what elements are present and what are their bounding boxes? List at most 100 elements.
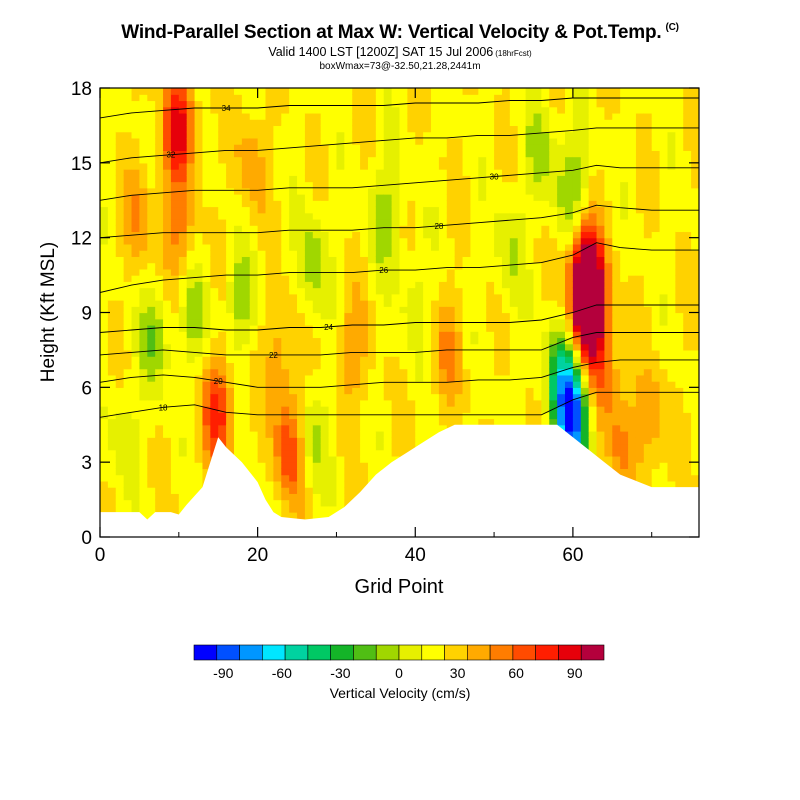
w-cell — [462, 287, 472, 295]
w-cell — [115, 175, 125, 183]
w-cell — [415, 150, 424, 158]
w-cell — [375, 106, 385, 114]
w-cell — [328, 218, 338, 226]
w-cell — [202, 225, 211, 233]
w-cell — [218, 225, 227, 233]
w-cell — [139, 505, 148, 513]
w-cell — [163, 275, 172, 282]
w-cell — [139, 206, 148, 214]
w-cell — [549, 206, 558, 214]
w-cell — [478, 137, 487, 145]
w-cell — [194, 293, 204, 301]
w-cell — [249, 455, 259, 463]
w-cell — [494, 306, 503, 314]
w-cell — [123, 474, 133, 482]
w-cell — [352, 300, 361, 307]
w-cell — [596, 281, 606, 289]
w-cell — [572, 194, 582, 201]
w-cell — [178, 406, 188, 413]
w-cell — [525, 393, 535, 401]
w-cell — [218, 275, 227, 282]
w-cell — [628, 399, 637, 407]
w-cell — [588, 356, 598, 363]
w-cell — [186, 412, 196, 420]
w-cell — [163, 399, 172, 407]
w-cell — [170, 88, 180, 95]
w-cell — [431, 94, 440, 102]
w-cell — [494, 137, 503, 145]
w-cell — [509, 206, 519, 214]
w-cell — [438, 225, 448, 233]
w-cell — [100, 449, 109, 457]
w-cell — [494, 275, 503, 282]
w-cell — [580, 293, 590, 301]
w-cell — [312, 243, 322, 251]
w-cell — [375, 212, 385, 220]
w-cell — [297, 137, 306, 145]
w-cell — [131, 144, 141, 151]
w-cell — [139, 200, 148, 208]
w-cell — [462, 406, 472, 413]
w-cell — [549, 374, 558, 382]
w-cell — [454, 312, 464, 320]
w-cell — [383, 387, 393, 395]
w-cell — [423, 281, 432, 289]
w-cell — [249, 281, 259, 289]
w-cell — [557, 368, 566, 376]
w-cell — [367, 462, 377, 470]
w-cell — [446, 162, 456, 170]
w-cell — [517, 418, 527, 426]
w-cell — [549, 293, 558, 301]
w-cell — [360, 462, 369, 470]
w-cell — [265, 343, 274, 351]
w-cell — [628, 281, 637, 289]
w-cell — [478, 175, 487, 183]
w-cell — [431, 250, 440, 257]
w-cell — [454, 162, 464, 170]
w-cell — [233, 430, 243, 438]
w-cell — [399, 268, 408, 276]
w-cell — [431, 399, 440, 407]
w-cell — [596, 381, 606, 388]
w-cell — [273, 175, 282, 183]
w-cell — [139, 175, 148, 183]
w-cell — [431, 131, 440, 139]
w-cell — [336, 156, 345, 164]
w-cell — [336, 505, 345, 513]
w-cell — [628, 231, 637, 239]
w-cell — [541, 287, 550, 295]
w-cell — [147, 106, 156, 114]
w-cell — [478, 144, 487, 151]
w-cell — [588, 187, 598, 195]
w-cell — [297, 194, 306, 201]
w-cell — [375, 343, 385, 351]
w-cell — [596, 175, 606, 183]
w-cell — [383, 399, 393, 407]
w-cell — [123, 144, 133, 151]
w-cell — [525, 162, 535, 170]
w-cell — [218, 287, 227, 295]
w-cell — [525, 88, 535, 95]
w-cell — [336, 487, 345, 494]
w-cell — [565, 368, 574, 376]
w-cell — [399, 406, 408, 413]
w-cell — [446, 331, 456, 339]
w-cell — [115, 112, 125, 120]
w-cell — [423, 275, 432, 282]
w-cell — [289, 474, 298, 482]
w-cell — [501, 206, 511, 214]
w-cell — [572, 169, 582, 176]
w-cell — [170, 480, 180, 488]
w-cell — [241, 412, 251, 420]
w-cell — [194, 150, 204, 158]
w-cell — [367, 424, 377, 432]
w-cell — [612, 312, 621, 320]
w-cell — [281, 318, 290, 326]
w-cell — [131, 480, 141, 488]
w-cell — [415, 100, 424, 108]
w-cell — [155, 106, 164, 114]
w-cell — [281, 362, 290, 370]
w-cell — [336, 243, 345, 251]
w-cell — [186, 150, 196, 158]
w-cell — [336, 300, 345, 307]
